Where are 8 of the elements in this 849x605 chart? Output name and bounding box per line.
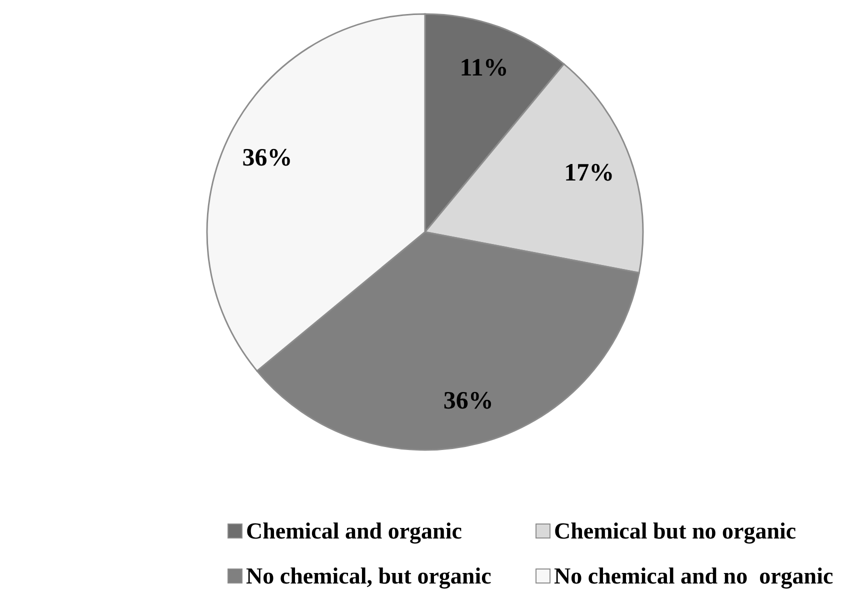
data-label: 36%	[242, 144, 292, 172]
legend-label: Chemical and organic	[246, 518, 462, 544]
legend-label: No chemical and no organic	[554, 564, 834, 590]
legend-label: No chemical, but organic	[246, 564, 492, 590]
legend-label: Chemical but no organic	[554, 518, 796, 544]
data-label: 36%	[443, 387, 494, 414]
data-label: 17%	[564, 159, 614, 186]
data-label: 11%	[460, 54, 508, 82]
